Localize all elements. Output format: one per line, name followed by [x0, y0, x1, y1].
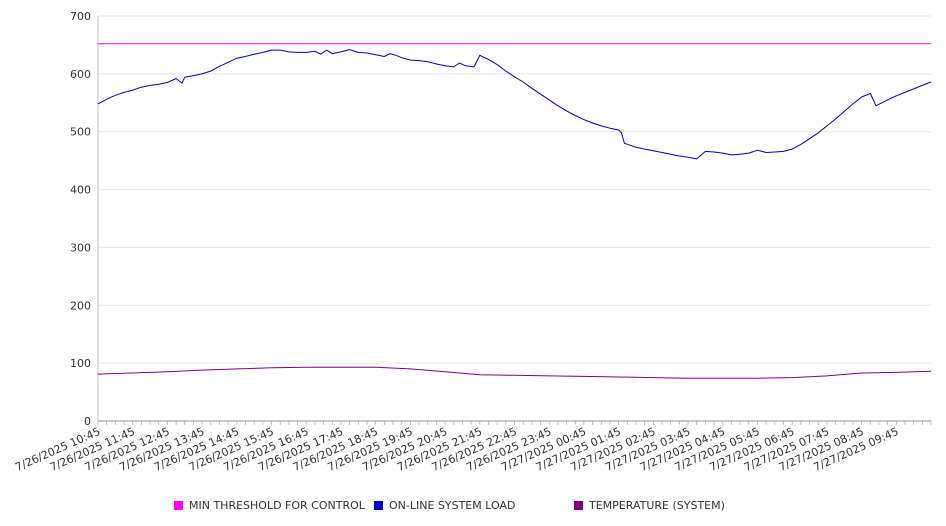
- legend-item-temperature[interactable]: TEMPERATURE (SYSTEM): [574, 497, 725, 513]
- legend-label-threshold: MIN THRESHOLD FOR CONTROL: [189, 498, 365, 512]
- legend-swatch-temperature: [574, 500, 583, 510]
- legend-label-temperature: TEMPERATURE (SYSTEM): [589, 498, 725, 512]
- grid: [98, 15, 931, 364]
- y-tick-label: 200: [70, 299, 91, 312]
- temperature-line: [97, 366, 932, 379]
- legend-item-threshold[interactable]: MIN THRESHOLD FOR CONTROL: [174, 497, 365, 513]
- system-load-line: [97, 49, 932, 160]
- legend-swatch-system-load: [374, 500, 383, 510]
- x-axis-ticks: 7/26/2025 10:457/26/2025 11:457/26/2025 …: [13, 425, 900, 474]
- y-tick-label: 500: [70, 126, 91, 139]
- legend-swatch-threshold: [174, 500, 183, 510]
- y-tick-label: 600: [70, 68, 91, 81]
- y-tick-label: 100: [70, 357, 91, 370]
- axes: [97, 16, 932, 425]
- legend-item-system-load[interactable]: ON-LINE SYSTEM LOAD: [374, 497, 515, 513]
- y-tick-label: 400: [70, 184, 91, 197]
- y-axis-ticks: 0 100 200 300 400 500 600 700: [70, 10, 91, 428]
- series-lines: [97, 43, 932, 379]
- legend-label-system-load: ON-LINE SYSTEM LOAD: [389, 498, 516, 512]
- y-tick-label: 700: [70, 10, 91, 23]
- y-tick-label: 0: [84, 415, 91, 428]
- y-tick-label: 300: [70, 241, 91, 254]
